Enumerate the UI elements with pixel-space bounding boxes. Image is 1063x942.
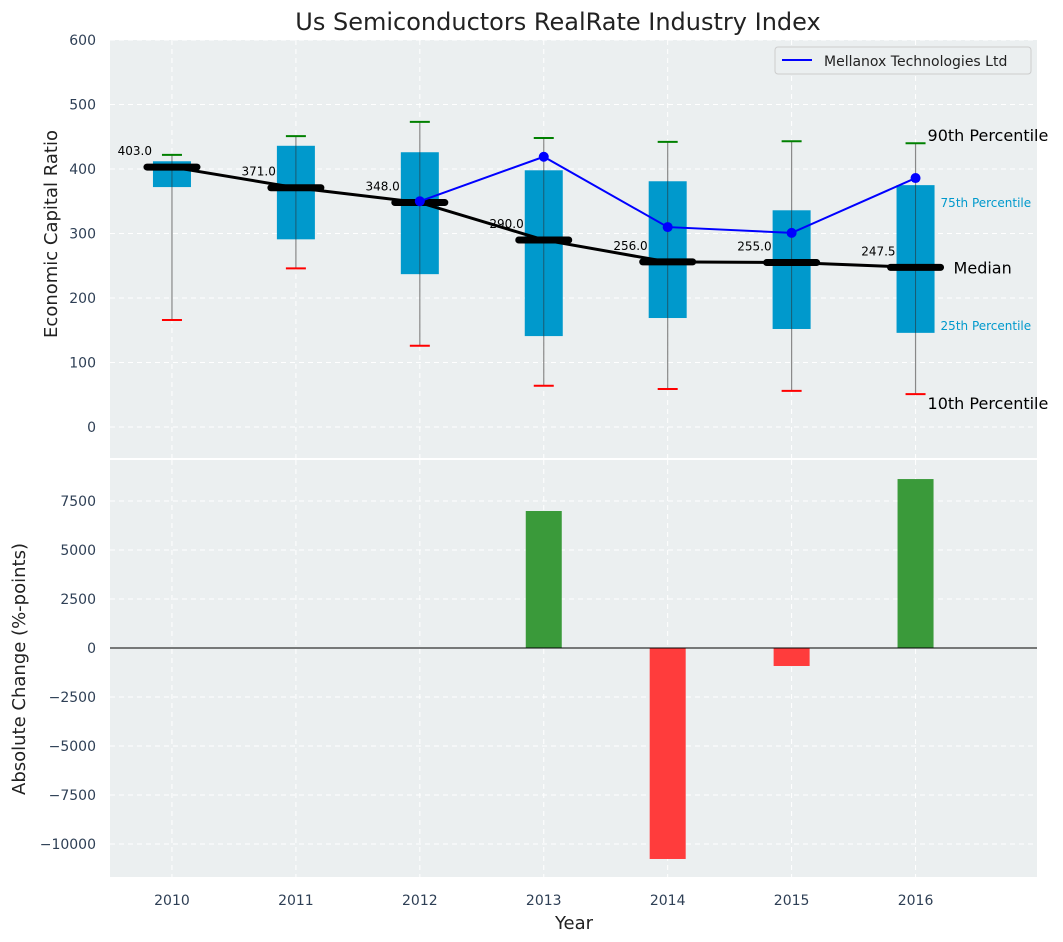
x-tick-label: 2012 xyxy=(402,893,438,909)
median-label: 255.0 xyxy=(737,240,771,254)
y-axis-label-bottom: Absolute Change (%-points) xyxy=(9,543,30,795)
y-tick-label: −2500 xyxy=(49,690,96,706)
y-axis-label-top: Economic Capital Ratio xyxy=(41,130,62,338)
annotation-p75: 75th Percentile xyxy=(941,196,1032,210)
chart-title: Us Semiconductors RealRate Industry Inde… xyxy=(295,8,820,36)
legend-label: Mellanox Technologies Ltd xyxy=(824,54,1007,70)
top-panel: 0 100 200 300 400 500 600 403.0 371.0 348.0 290.0 2… xyxy=(69,33,1048,458)
y-tick-label: 200 xyxy=(69,291,96,307)
x-tick-label: 2011 xyxy=(278,893,314,909)
x-tick-label: 2014 xyxy=(650,893,686,909)
bottom-panel: −10000 −7500 −5000 −2500 0 2500 5000 7500 2010 20… xyxy=(40,460,1037,909)
change-bar xyxy=(773,647,810,666)
change-bar xyxy=(649,647,686,859)
y-tick-label: 400 xyxy=(69,162,96,178)
annotation-p90: 90th Percentile xyxy=(928,126,1049,145)
y-tick-label: 100 xyxy=(69,356,96,372)
y-tick-label: 2500 xyxy=(60,592,96,608)
y-tick-label: 500 xyxy=(69,98,96,114)
x-tick-label: 2016 xyxy=(898,893,934,909)
x-tick-label: 2015 xyxy=(774,893,810,909)
change-bar xyxy=(897,479,934,648)
x-axis-label: Year xyxy=(554,913,594,934)
median-label: 403.0 xyxy=(118,144,152,158)
legend-box xyxy=(774,46,1032,75)
y-tick-label: 5000 xyxy=(60,543,96,559)
median-label: 256.0 xyxy=(613,239,647,253)
mellanox-point xyxy=(538,151,549,162)
annotation-median: Median xyxy=(954,258,1012,277)
median-label: 290.0 xyxy=(489,217,523,231)
y-tick-label: 0 xyxy=(87,641,96,657)
mellanox-point xyxy=(786,227,797,238)
median-label: 348.0 xyxy=(365,180,399,194)
mellanox-point xyxy=(910,173,921,184)
mellanox-point xyxy=(414,196,425,207)
median-label: 247.5 xyxy=(861,244,895,258)
y-tick-label: 300 xyxy=(69,227,96,243)
plot-background xyxy=(110,460,1037,877)
y-tick-label: 0 xyxy=(87,420,96,436)
plot-background xyxy=(110,40,1037,458)
y-tick-label: 7500 xyxy=(60,494,96,510)
y-tick-label: −5000 xyxy=(49,739,96,755)
annotation-p10: 10th Percentile xyxy=(928,394,1049,413)
mellanox-point xyxy=(662,222,673,233)
x-tick-label: 2013 xyxy=(526,893,562,909)
y-tick-label: −10000 xyxy=(40,837,96,853)
y-tick-label: 600 xyxy=(69,33,96,49)
change-bar xyxy=(525,510,562,648)
annotation-p25: 25th Percentile xyxy=(941,319,1032,333)
median-label: 371.0 xyxy=(242,165,276,179)
y-tick-label: −7500 xyxy=(49,788,96,804)
x-tick-label: 2010 xyxy=(154,893,190,909)
